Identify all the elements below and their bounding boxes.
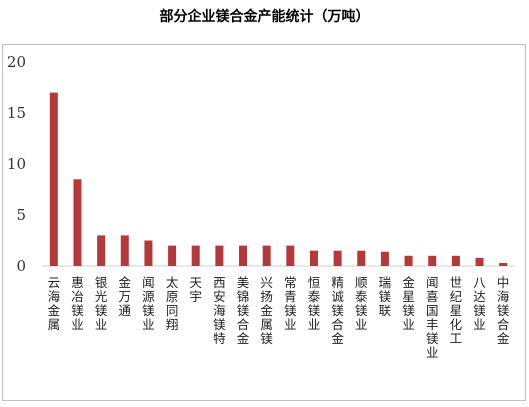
x-category-label: 美锦镁合金 bbox=[237, 275, 250, 346]
bar bbox=[451, 255, 460, 266]
bar bbox=[144, 240, 153, 266]
category-labels: 云海金属惠冶镁业银光镁业金万通闻源镁业太原同翔天宇西安海镁特美锦镁合金兴扬金属镁… bbox=[48, 275, 510, 360]
x-category-label: 世纪星化工 bbox=[450, 275, 463, 346]
y-tick-label: 20 bbox=[7, 53, 26, 71]
x-category-label: 精诚镁合金 bbox=[331, 275, 344, 346]
bars bbox=[49, 92, 508, 266]
x-category-label: 闻源镁业 bbox=[142, 275, 155, 332]
chart-frame bbox=[2, 44, 526, 401]
bar bbox=[404, 255, 413, 266]
x-category-label: 顺泰镁业 bbox=[355, 275, 368, 332]
bar bbox=[168, 245, 177, 266]
bar bbox=[286, 245, 295, 266]
bar bbox=[239, 245, 248, 266]
bar bbox=[97, 235, 106, 266]
bar bbox=[120, 235, 129, 266]
bar bbox=[309, 250, 318, 266]
x-category-label: 兴扬金属镁 bbox=[260, 275, 273, 346]
x-category-label: 天宇 bbox=[189, 275, 202, 304]
x-category-label: 八达镁业 bbox=[473, 275, 486, 332]
bar bbox=[475, 257, 484, 266]
x-category-label: 金星镁业 bbox=[402, 275, 415, 332]
bar bbox=[380, 251, 389, 266]
bar bbox=[215, 245, 224, 266]
y-tick-label: 5 bbox=[16, 206, 26, 224]
x-category-label: 金万通 bbox=[119, 275, 132, 318]
x-category-label: 闻喜国丰镁业 bbox=[426, 275, 439, 360]
x-category-label: 云海金属 bbox=[48, 275, 61, 332]
x-category-label: 恒泰镁业 bbox=[308, 275, 321, 332]
bar bbox=[73, 179, 82, 266]
x-category-label: 常青镁业 bbox=[284, 275, 297, 332]
y-tick-label: 0 bbox=[16, 257, 26, 275]
bar bbox=[428, 255, 437, 266]
bar bbox=[262, 245, 271, 266]
bar bbox=[499, 262, 508, 266]
y-tick-label: 10 bbox=[7, 155, 26, 173]
x-category-label: 瑞镁联 bbox=[379, 275, 392, 318]
y-tick-label: 15 bbox=[7, 104, 26, 122]
bar bbox=[333, 250, 342, 266]
bar bbox=[49, 92, 58, 266]
bar bbox=[357, 250, 366, 266]
x-category-label: 银光镁业 bbox=[95, 275, 108, 332]
bar bbox=[191, 245, 200, 266]
x-category-label: 惠冶镁业 bbox=[71, 275, 84, 332]
y-axis-ticks: 0 5 10 15 20 bbox=[7, 53, 26, 275]
x-category-label: 太原同翔 bbox=[166, 275, 179, 332]
x-category-label: 西安海镁特 bbox=[213, 275, 226, 346]
x-category-label: 中海镁合金 bbox=[497, 275, 510, 346]
chart-title: 部分企业镁合金产能统计（万吨） bbox=[159, 9, 370, 25]
